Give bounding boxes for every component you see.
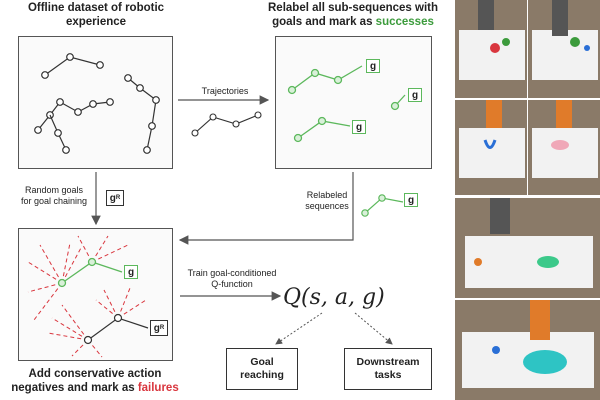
goal-g-text: g — [127, 266, 135, 278]
goal-g-text: g — [411, 89, 419, 101]
train-line2: Q-function — [211, 279, 253, 290]
robot-photos — [455, 0, 600, 400]
relabeled-trajectories — [287, 65, 406, 143]
goal-g-text: g — [355, 121, 363, 133]
negatives-title-line2: negatives and mark as — [11, 381, 138, 394]
gr-main: g — [109, 192, 116, 204]
train-q-label: Train goal-conditioned Q-function — [176, 268, 288, 291]
negatives-title-line1: Add conservative action — [28, 368, 162, 380]
negatives-panel — [18, 228, 173, 361]
random-goals-label: Random goals for goal chaining — [8, 185, 100, 208]
downstream-tasks-box: Downstream tasks — [344, 348, 432, 390]
goal-g-box-4: g — [404, 193, 418, 207]
relabeled-line1: Relabeled — [306, 190, 348, 200]
random-goals-line1: Random goals — [24, 185, 84, 195]
negatives-title: Add conservative action negatives and ma… — [5, 368, 185, 396]
successes-word: successes — [375, 15, 434, 28]
gr-sub: R — [115, 195, 121, 201]
gr-sub: R — [159, 325, 165, 331]
gr-main: g — [153, 322, 160, 334]
goal-g-box-3: g — [408, 88, 422, 102]
offline-trajectories — [34, 53, 160, 154]
downstream-line1: Downstream — [356, 356, 420, 369]
goal-g-text: g — [407, 194, 415, 206]
failures-word: failures — [137, 381, 179, 394]
q-function-formula: Q(s, a, g) — [283, 285, 385, 310]
goal-reaching-box: Goal reaching — [226, 348, 298, 390]
relabel-title-line2: goals and mark as — [272, 15, 376, 28]
relabel-title: Relabel all sub-sequences with goals and… — [250, 2, 456, 30]
train-line1: Train goal-conditioned — [187, 268, 277, 278]
goal-g-box-5: g — [124, 265, 138, 279]
offline-dataset-title: Offline dataset of robotic experience — [27, 2, 165, 28]
trajectories-label: Trajectories — [201, 86, 249, 96]
relabeled-sequences-label: Relabeled sequences — [296, 190, 358, 213]
goal-g-text: g — [369, 60, 377, 72]
goal-g-box-2: g — [352, 120, 366, 134]
relabeled-panel — [275, 36, 432, 169]
goal-g-box-1: g — [366, 59, 380, 73]
relabeled-line2: sequences — [305, 201, 349, 212]
goal-reaching-line2: reaching — [240, 369, 284, 381]
downstream-line2: tasks — [374, 369, 402, 381]
goal-reaching-line1: Goal — [250, 356, 274, 369]
relabel-title-line1: Relabel all sub-sequences with — [268, 2, 438, 14]
random-goals-line2: for goal chaining — [20, 196, 88, 207]
